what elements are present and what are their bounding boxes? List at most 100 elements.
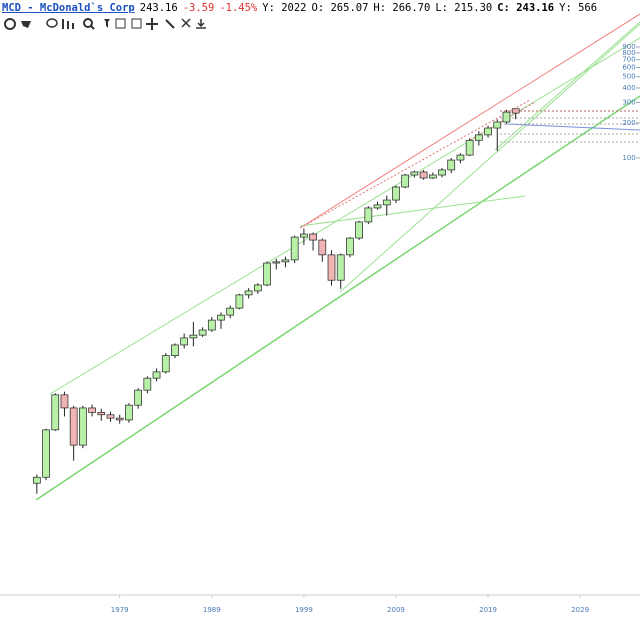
x-tick-label: 1989: [203, 606, 221, 614]
trendline: [339, 23, 640, 293]
table-icon[interactable]: [115, 18, 126, 29]
scissor-icon[interactable]: [181, 18, 191, 28]
y-tick-label: 700: [622, 56, 635, 64]
candle-body: [318, 239, 327, 256]
candle-body: [410, 171, 419, 176]
candle-body: [272, 261, 281, 264]
y-tick-label: 600: [622, 63, 635, 71]
trendline: [299, 195, 526, 227]
candle-body: [364, 207, 373, 223]
y-tick-label: 500: [622, 73, 635, 81]
y-tick-label: 900: [622, 43, 635, 51]
y-tick-label: 400: [622, 84, 635, 92]
trendline: [469, 101, 536, 141]
x-tick-label: 2029: [571, 606, 589, 614]
candle-body: [134, 389, 142, 406]
candle-body: [290, 236, 299, 261]
trendline: [504, 123, 640, 131]
search-icon[interactable]: [83, 18, 93, 28]
candle-body: [125, 404, 133, 421]
symbol-link[interactable]: MCD - McDonald`s Corp: [2, 2, 135, 14]
candle-body: [346, 237, 354, 256]
x-tick-label: 1999: [295, 606, 313, 614]
change-pct: -1.45%: [219, 2, 258, 14]
candle-body: [79, 407, 87, 446]
candle-body: [428, 174, 437, 179]
candle-body: [401, 174, 410, 188]
candle-body: [300, 233, 308, 238]
candle-body: [88, 407, 96, 413]
candle-body: [51, 394, 60, 431]
y-tick-label: 100: [622, 154, 635, 162]
candle-body: [161, 355, 170, 373]
candle-body: [180, 337, 189, 346]
search-icon-handle: [90, 25, 95, 30]
candle-body: [511, 108, 520, 114]
candle-body: [198, 329, 207, 336]
candle-body: [419, 171, 428, 179]
year: Y: 2022: [262, 2, 307, 14]
y-tick-label: 200: [622, 119, 635, 127]
candle-body: [106, 414, 115, 419]
candle-body: [438, 169, 446, 176]
dashboard-icon[interactable]: [4, 18, 16, 30]
candle-body: [253, 284, 262, 292]
candle-body: [382, 199, 391, 206]
download-icon[interactable]: [196, 19, 206, 29]
x-tick-label: 2019: [479, 606, 497, 614]
volume: Y: 566: [559, 2, 598, 14]
last-price: 243.16: [139, 2, 178, 14]
candle-body: [309, 233, 317, 241]
candle-body: [355, 221, 363, 239]
trendline: [35, 95, 640, 501]
candle-body: [207, 319, 216, 331]
trendline: [49, 37, 640, 395]
candle-body: [235, 294, 244, 309]
candle-body: [373, 204, 382, 209]
quote-header: MCD - McDonald`s Corp 243.16 -3.59 -1.45% Y:…: [2, 2, 640, 14]
candle-body: [465, 139, 474, 156]
bar-icon[interactable]: [62, 19, 64, 29]
trendline: [494, 21, 640, 151]
y-tick-label: 300: [622, 99, 635, 107]
candle-body: [392, 186, 400, 201]
candle-body: [152, 371, 161, 379]
candle-body: [244, 290, 253, 296]
candle-body: [60, 394, 69, 409]
open: O: 265.07: [311, 2, 369, 14]
candle-body: [97, 412, 106, 416]
candle-body: [484, 127, 492, 136]
candle-body: [32, 476, 41, 484]
candle-body: [143, 377, 152, 391]
candle-body: [336, 254, 345, 281]
wrench-icon[interactable]: [165, 19, 175, 29]
bar-icon[interactable]: [72, 23, 74, 29]
low: L: 215.30: [435, 2, 493, 14]
comment-icon[interactable]: [46, 18, 58, 28]
candle-body: [447, 159, 456, 171]
filter-icon[interactable]: [104, 19, 110, 28]
candle-body: [493, 121, 502, 129]
candle-body: [327, 254, 336, 281]
candle-body: [69, 407, 78, 446]
y-tick-label: 800: [622, 49, 635, 57]
trendline: [299, 13, 640, 229]
change: -3.59: [182, 2, 215, 14]
candle-body: [456, 154, 465, 161]
x-tick-label: 2009: [387, 606, 405, 614]
candle-body: [281, 259, 290, 263]
twitter-icon[interactable]: [21, 21, 31, 28]
candle-body: [189, 334, 198, 339]
candle-body: [171, 344, 179, 356]
candle-body: [474, 134, 483, 141]
close: C: 243.16: [497, 2, 555, 14]
candle-body: [42, 429, 50, 478]
calendar-icon[interactable]: [131, 18, 142, 29]
move-icon[interactable]: [146, 18, 158, 30]
toolbar: [4, 18, 206, 30]
candle-body: [217, 314, 225, 321]
candle-body: [226, 307, 235, 316]
bar-icon[interactable]: [67, 21, 69, 29]
